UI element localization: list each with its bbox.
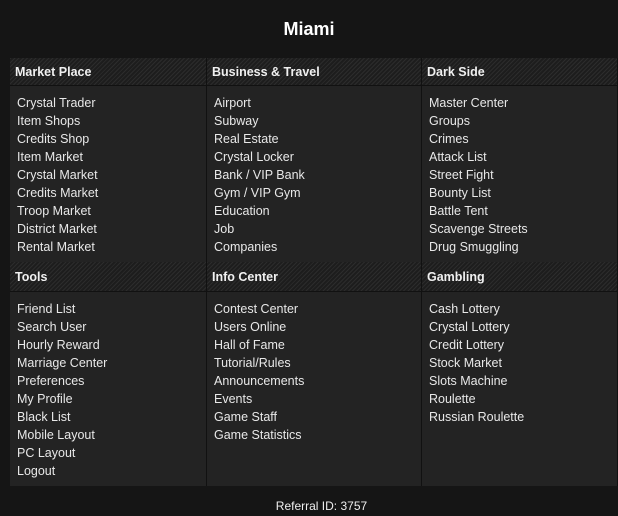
menu-link[interactable]: Crystal Trader [17, 96, 96, 110]
page-title: Miami [283, 19, 335, 39]
menu-link[interactable]: Stock Market [429, 356, 502, 370]
menu-link[interactable]: Credit Lottery [429, 338, 505, 352]
menu-link[interactable]: Announcements [214, 374, 305, 388]
menu-link[interactable]: Russian Roulette [429, 410, 525, 424]
section-links: Cash Lottery Crystal Lottery Credit Lotter… [422, 292, 618, 486]
menu-link[interactable]: Crystal Market [17, 168, 98, 182]
section-header: Tools [10, 262, 207, 292]
menu-link[interactable]: Education [214, 204, 270, 218]
section-header: Business & Travel [207, 58, 422, 86]
menu-link[interactable]: Game Staff [214, 410, 277, 424]
menu-link[interactable]: Crimes [429, 132, 469, 146]
menu-grid: Market Place Business & Travel Dark Side Cr… [10, 58, 618, 486]
menu-link[interactable]: PC Layout [17, 446, 76, 460]
menu-link[interactable]: District Market [17, 222, 97, 236]
menu-link[interactable]: Drug Smuggling [429, 240, 519, 254]
menu-link[interactable]: Master Center [429, 96, 509, 110]
menu-link[interactable]: Bounty List [429, 186, 491, 200]
menu-link[interactable]: Logout [17, 464, 56, 478]
section-links: Contest Center Users Online Hall of Fame Tu… [207, 292, 422, 486]
section-links: Crystal Trader Item Shops Credits Shop Item… [10, 86, 207, 262]
menu-link[interactable]: Friend List [17, 302, 76, 316]
menu-link[interactable]: Job [214, 222, 235, 236]
menu-link[interactable]: Attack List [429, 150, 487, 164]
menu-link[interactable]: Game Statistics [214, 428, 302, 442]
menu-link[interactable]: Hourly Reward [17, 338, 100, 352]
menu-link[interactable]: Tutorial/Rules [214, 356, 291, 370]
menu-link[interactable]: Black List [17, 410, 71, 424]
menu-link[interactable]: Credits Shop [17, 132, 90, 146]
menu-link[interactable]: Gym / VIP Gym [214, 186, 301, 200]
menu-link[interactable]: Scavenge Streets [429, 222, 528, 236]
menu-link[interactable]: Item Shops [17, 114, 81, 128]
menu-link[interactable]: Contest Center [214, 302, 299, 316]
menu-link[interactable]: Subway [214, 114, 259, 128]
menu-link[interactable]: Events [214, 392, 253, 406]
menu-link[interactable]: Groups [429, 114, 470, 128]
section-header: Gambling [422, 262, 618, 292]
menu-link[interactable]: Troop Market [17, 204, 91, 218]
menu-link[interactable]: My Profile [17, 392, 73, 406]
section-links: Airport Subway Real Estate Crystal Locker Ba… [207, 86, 422, 262]
section-links: Friend List Search User Hourly Reward Marri… [10, 292, 207, 486]
menu-link[interactable]: Bank / VIP Bank [214, 168, 305, 182]
menu-link[interactable]: Credits Market [17, 186, 99, 200]
menu-link[interactable]: Battle Tent [429, 204, 488, 218]
menu-link[interactable]: Roulette [429, 392, 476, 406]
menu-link[interactable]: Street Fight [429, 168, 494, 182]
menu-link[interactable]: Search User [17, 320, 87, 334]
section-links: Master Center Groups Crimes Attack List Stre… [422, 86, 618, 262]
referral-id: Referral ID: 3757 [275, 499, 368, 513]
menu-link[interactable]: Cash Lottery [429, 302, 500, 316]
menu-link[interactable]: Users Online [214, 320, 287, 334]
menu-link[interactable]: Mobile Layout [17, 428, 95, 442]
menu-link[interactable]: Real Estate [214, 132, 279, 146]
menu-link[interactable]: Marriage Center [17, 356, 108, 370]
section-header: Market Place [10, 58, 207, 86]
menu-link[interactable]: Slots Machine [429, 374, 508, 388]
section-header: Dark Side [422, 58, 618, 86]
menu-link[interactable]: Rental Market [17, 240, 95, 254]
menu-link[interactable]: Airport [214, 96, 251, 110]
menu-link[interactable]: Hall of Fame [214, 338, 285, 352]
menu-link[interactable]: Crystal Lottery [429, 320, 510, 334]
menu-link[interactable]: Item Market [17, 150, 83, 164]
section-header: Info Center [207, 262, 422, 292]
menu-link[interactable]: Preferences [17, 374, 85, 388]
menu-link[interactable]: Crystal Locker [214, 150, 294, 164]
menu-link[interactable]: Companies [214, 240, 278, 254]
